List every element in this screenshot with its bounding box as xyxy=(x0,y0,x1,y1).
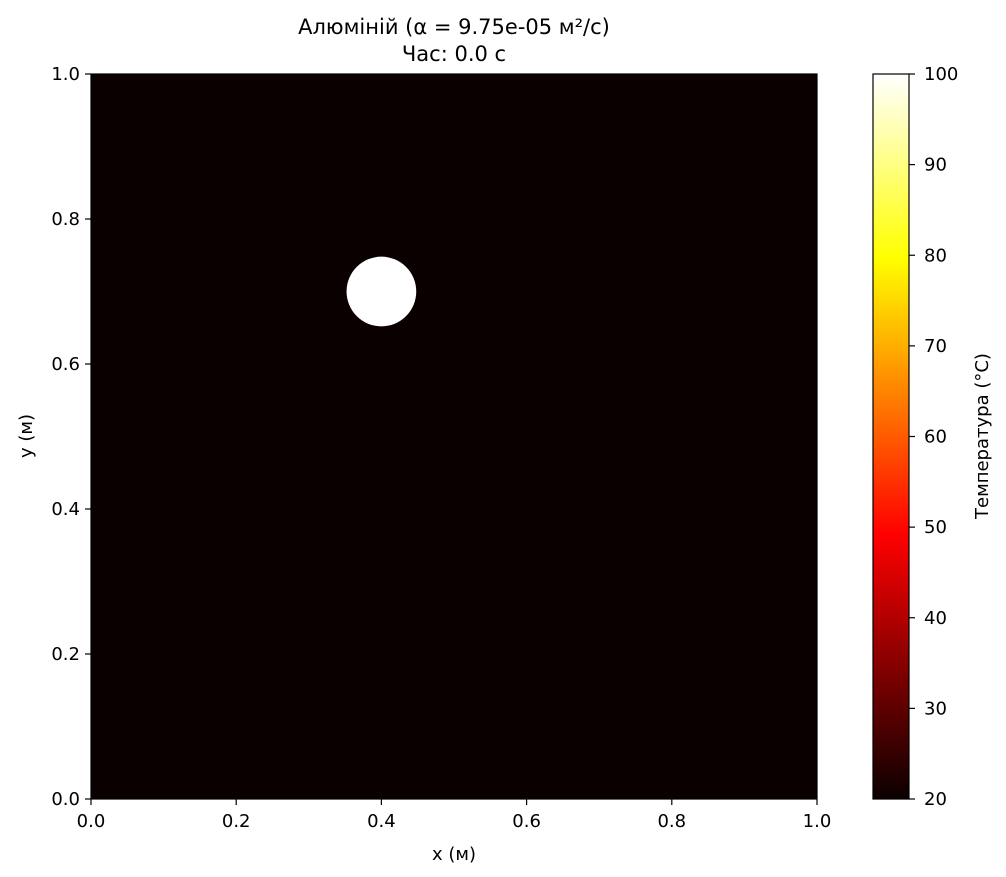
y-tick-label: 0.4 xyxy=(51,499,80,520)
colorbar-tick-label: 80 xyxy=(924,245,947,266)
colorbar-tick-label: 50 xyxy=(924,517,947,538)
x-tick-label: 1.0 xyxy=(803,811,832,832)
temperature-field xyxy=(91,74,817,799)
colorbar-gradient xyxy=(873,74,909,799)
colorbar-tick-label: 40 xyxy=(924,608,947,629)
colorbar-label: Температура (°C) xyxy=(972,353,993,520)
chart-subtitle: Час: 0.0 с xyxy=(402,42,506,66)
x-axis-label: x (м) xyxy=(432,844,476,865)
x-tick-label: 0.8 xyxy=(657,811,686,832)
y-axis: 0.0 0.2 0.4 0.6 0.8 1.0 xyxy=(51,64,91,810)
y-tick-label: 0.0 xyxy=(51,789,80,810)
colorbar-tick-label: 60 xyxy=(924,427,947,448)
colorbar-tick-label: 100 xyxy=(924,64,958,85)
y-tick-label: 0.8 xyxy=(51,209,80,230)
colorbar-tick-label: 70 xyxy=(924,336,947,357)
y-tick-label: 1.0 xyxy=(51,64,80,85)
x-tick-label: 0.2 xyxy=(222,811,251,832)
y-tick-label: 0.6 xyxy=(51,354,80,375)
colorbar: 20 30 40 50 60 70 80 90 100 Температура (°C) xyxy=(872,64,993,810)
colorbar-tick-label: 30 xyxy=(924,698,947,719)
x-tick-label: 0.6 xyxy=(512,811,541,832)
colorbar-tick-label: 20 xyxy=(924,789,947,810)
plot-frame xyxy=(90,73,818,800)
colorbar-ticks: 20 30 40 50 60 70 80 90 100 xyxy=(909,64,958,810)
x-tick-label: 0.0 xyxy=(77,811,106,832)
y-tick-label: 0.2 xyxy=(51,644,80,665)
x-tick-label: 0.4 xyxy=(367,811,396,832)
colorbar-tick-label: 90 xyxy=(924,155,947,176)
hot-spot xyxy=(346,256,417,327)
y-axis-label: y (м) xyxy=(16,414,37,458)
chart-title: Алюміній (α = 9.75e-05 м²/с) xyxy=(298,15,610,39)
plot-area xyxy=(90,73,818,800)
x-axis: 0.0 0.2 0.4 0.6 0.8 1.0 xyxy=(77,799,832,832)
